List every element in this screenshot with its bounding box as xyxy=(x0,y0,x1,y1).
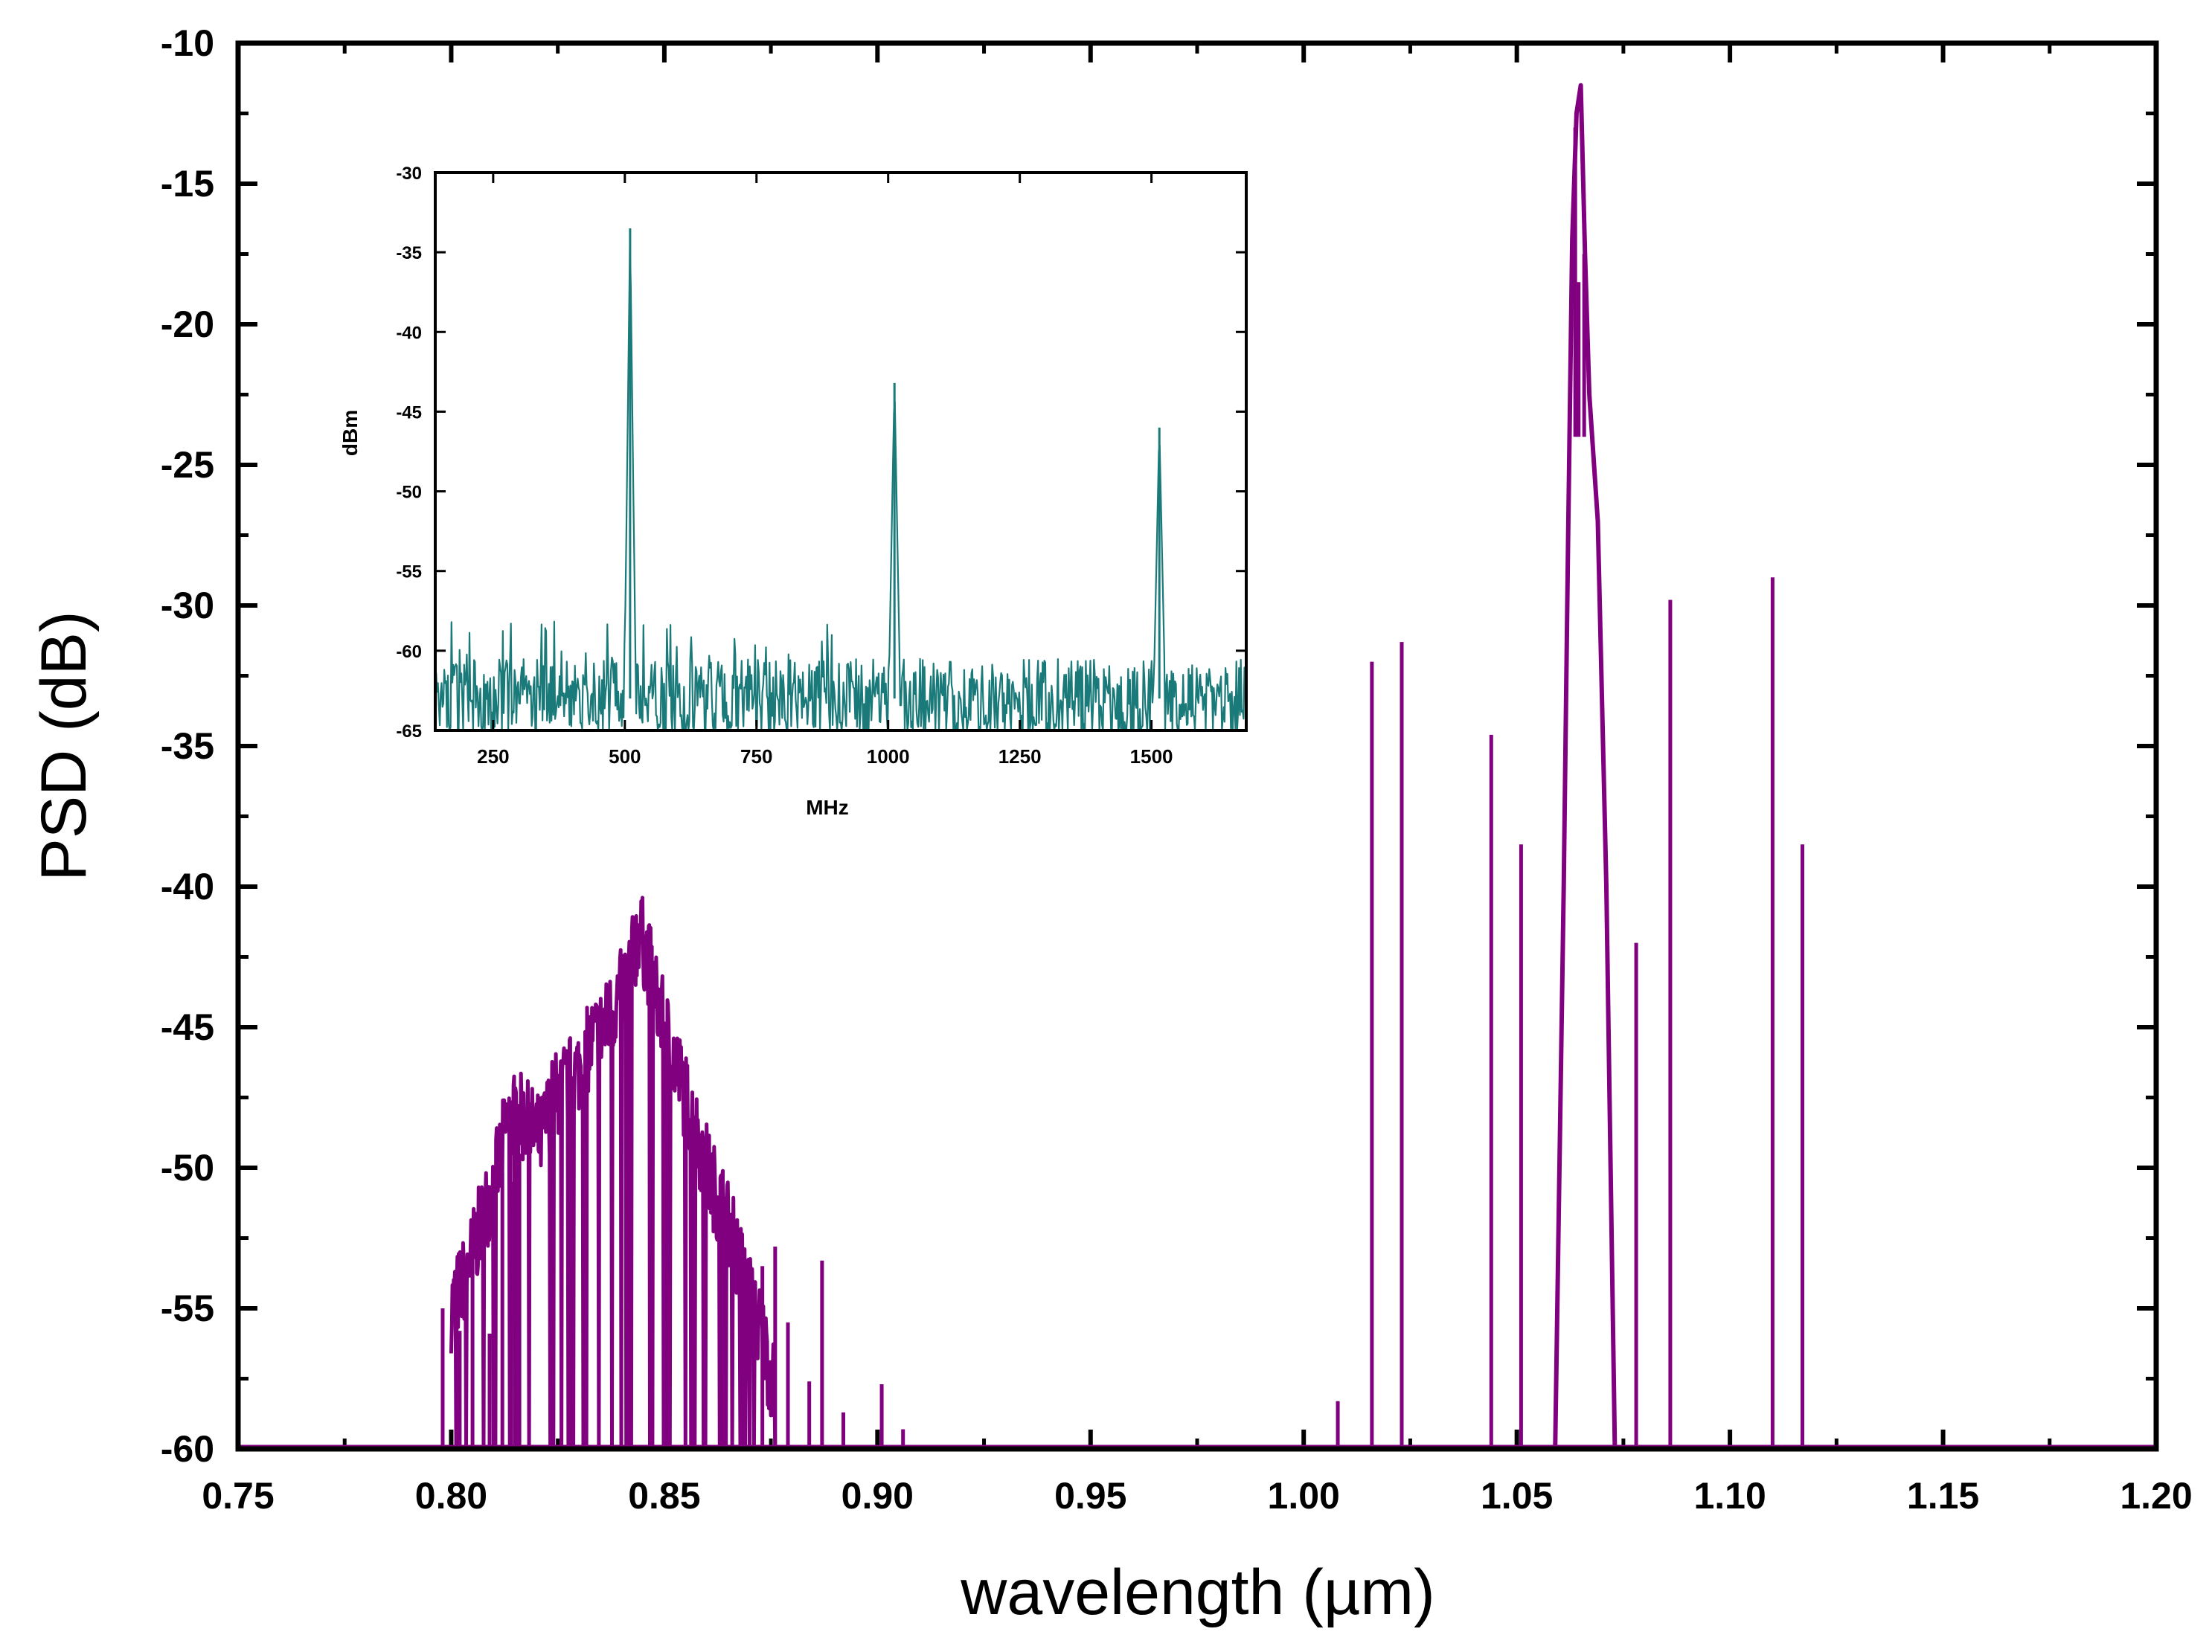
inset-y-tick-label: -30 xyxy=(396,164,422,184)
pump-peak-line xyxy=(1553,83,1618,1450)
inset-x-tick-label: 1250 xyxy=(998,745,1042,768)
main-data-series xyxy=(238,83,2156,1451)
y-tick-label: -15 xyxy=(161,163,214,205)
y-tick-label: -45 xyxy=(161,1006,214,1048)
inset-background xyxy=(435,173,1246,730)
x-tick-label: 0.80 xyxy=(415,1475,487,1517)
inset-y-tick-label: -50 xyxy=(396,483,422,503)
y-tick-label: -35 xyxy=(161,725,214,767)
inset-x-tick-label: 1000 xyxy=(867,745,910,768)
y-tick-label: -10 xyxy=(161,22,214,64)
inset-y-tick-label: -65 xyxy=(396,721,422,742)
main-tick-labels: 0.75 0.80 0.85 0.90 0.95 1.00 1.05 1.10 1.15 1.20… xyxy=(161,22,2193,1517)
broadband-signal-line xyxy=(449,896,778,1451)
x-tick-label: 1.05 xyxy=(1481,1475,1553,1517)
x-tick-label: 0.85 xyxy=(628,1475,700,1517)
inset-y-tick-label: -55 xyxy=(396,562,422,582)
inset-y-tick-label: -35 xyxy=(396,243,422,263)
y-tick-label: -40 xyxy=(161,866,214,907)
y-tick-label: -20 xyxy=(161,303,214,345)
inset-x-tick-label: 500 xyxy=(609,745,641,768)
y-tick-label: -60 xyxy=(161,1428,214,1470)
y-tick-label: -50 xyxy=(161,1147,214,1189)
y-tick-label: -30 xyxy=(161,585,214,626)
x-tick-label: 1.10 xyxy=(1693,1475,1766,1517)
inset-y-tick-label: -40 xyxy=(396,323,422,343)
inset-tick-labels: 250 500 750 1000 1250 1500 -30 -35 -40 -45 -50 -55 -… xyxy=(396,164,1173,768)
inset-x-tick-label: 1500 xyxy=(1130,745,1173,768)
inset-x-tick-label: 250 xyxy=(477,745,509,768)
inset-y-axis-title: dBm xyxy=(339,410,362,456)
inset-plot-frame xyxy=(434,171,1248,732)
inset-y-tick-label: -60 xyxy=(396,642,422,662)
inset-y-tick-label: -45 xyxy=(396,402,422,422)
x-tick-label: 0.95 xyxy=(1054,1475,1126,1517)
x-tick-label: 0.90 xyxy=(841,1475,914,1517)
x-tick-label: 1.00 xyxy=(1268,1475,1340,1517)
inset-x-tick-label: 750 xyxy=(740,745,772,768)
x-axis-title: wavelength (µm) xyxy=(960,1557,1434,1628)
inset-chart: 250 500 750 1000 1250 1500 -30 -35 -40 -45 -50 -55 -… xyxy=(339,164,1248,819)
inset-x-axis-title: MHz xyxy=(806,796,849,819)
y-tick-label: -55 xyxy=(161,1288,214,1329)
main-plot-frame xyxy=(235,40,2159,1452)
inset-axis-ticks xyxy=(435,171,1246,732)
x-tick-label: 1.15 xyxy=(1907,1475,1979,1517)
y-tick-label: -25 xyxy=(161,444,214,486)
x-tick-label: 1.20 xyxy=(2120,1475,2192,1517)
y-axis-title: PSD (dB) xyxy=(28,611,100,881)
x-tick-label: 0.75 xyxy=(202,1475,274,1517)
